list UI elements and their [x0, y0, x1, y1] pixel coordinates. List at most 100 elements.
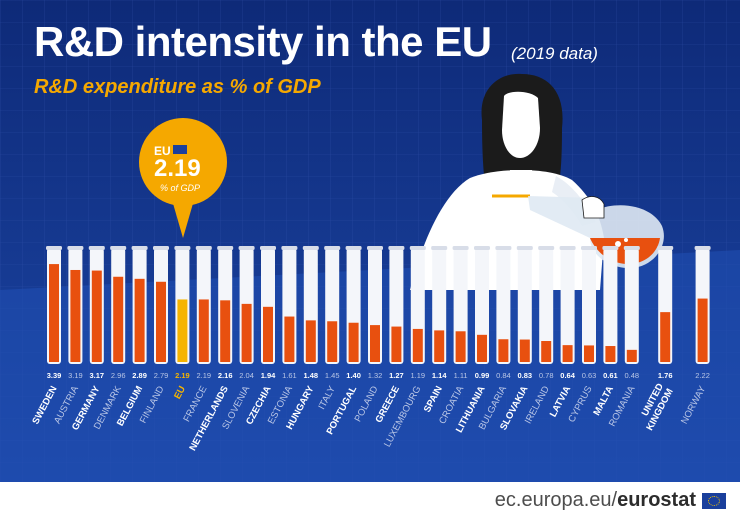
- value-label-spain: 1.14: [432, 371, 447, 380]
- tube-rim: [281, 246, 298, 250]
- tube-rim: [694, 246, 711, 250]
- tube-rim: [110, 246, 127, 250]
- bar-spain: [434, 330, 445, 362]
- value-label-portugal: 1.40: [346, 371, 361, 380]
- eu-callout: EU 2.19 % of GDP: [139, 118, 227, 238]
- tube-rim: [431, 246, 448, 250]
- tube-cyprus: [582, 248, 596, 364]
- value-labels: 3.39 3.19 3.17 2.96 2.89 2.79 2.19 2.19 2.16 2.04…: [47, 371, 710, 380]
- bar-hungary: [305, 320, 316, 362]
- tube-rim: [88, 246, 105, 250]
- tube-malta: [603, 248, 618, 364]
- bar-sweden: [49, 264, 59, 362]
- tube-rim: [388, 246, 405, 250]
- eu-flag-icon: [173, 145, 187, 154]
- tube-rim: [67, 246, 84, 250]
- tube-rim: [538, 246, 555, 250]
- tube-romania: [624, 248, 639, 364]
- title-year-note: (2019 data): [511, 44, 598, 63]
- value-label-sweden: 3.39: [47, 371, 62, 380]
- value-label-cyprus: 0.63: [582, 371, 597, 380]
- value-label-slovakia: 0.83: [517, 371, 532, 380]
- value-label-estonia: 1.61: [282, 371, 297, 380]
- bar-estonia: [284, 316, 295, 362]
- bar-united-kingdom: [660, 312, 671, 362]
- bar-germany: [91, 270, 102, 362]
- tube-rim: [174, 246, 191, 250]
- bar-latvia: [562, 345, 573, 362]
- value-label-italy: 1.45: [325, 371, 340, 380]
- bar-france: [198, 299, 209, 362]
- value-label-slovenia: 2.04: [239, 371, 254, 380]
- bar-finland: [156, 281, 166, 362]
- bar-croatia: [455, 331, 466, 362]
- value-label-lithuania: 0.99: [475, 371, 490, 380]
- bar-greece: [391, 326, 402, 362]
- bar-netherlands: [220, 300, 231, 362]
- value-label-belgium: 2.89: [132, 371, 147, 380]
- source-brand: eurostat: [617, 489, 696, 511]
- value-label-france: 2.19: [196, 371, 211, 380]
- value-label-latvia: 0.64: [560, 371, 575, 380]
- eu-flag-icon: [702, 493, 726, 509]
- value-label-norway: 2.22: [695, 371, 710, 380]
- tube-rim: [345, 246, 362, 250]
- tube-rim: [623, 246, 640, 250]
- tube-rim: [474, 246, 490, 250]
- tube-rim: [131, 246, 148, 250]
- tube-rim: [217, 246, 234, 250]
- tube-rim: [238, 246, 255, 250]
- value-label-netherlands: 2.16: [218, 371, 233, 380]
- tube-rim: [581, 246, 597, 250]
- value-label-czechia: 1.94: [261, 371, 276, 380]
- eu-callout-value: 2.19: [154, 155, 201, 182]
- value-label-romania: 0.48: [624, 371, 639, 380]
- page-title: R&D intensity in the EU: [34, 18, 492, 65]
- bar-luxembourg: [412, 328, 423, 362]
- bar-malta: [605, 346, 616, 362]
- source-url-prefix: ec.europa.eu/: [494, 489, 618, 511]
- eu-callout-unit: % of GDP: [160, 183, 200, 193]
- tube-rim: [602, 246, 619, 250]
- bar-poland: [370, 325, 380, 362]
- bar-austria: [70, 269, 81, 362]
- tube-rim: [302, 246, 319, 250]
- tube-latvia: [560, 248, 575, 364]
- value-label-croatia: 1.11: [454, 371, 468, 380]
- bar-norway: [697, 298, 708, 362]
- eu-callout-label: EU: [154, 144, 171, 158]
- tube-rim: [495, 246, 512, 250]
- tube-rim: [367, 246, 383, 250]
- bar-eu: [177, 299, 188, 362]
- tube-slovakia: [517, 248, 532, 364]
- value-label-united-kingdom: 1.76: [658, 371, 673, 380]
- bar-portugal: [348, 322, 359, 362]
- bar-italy: [327, 321, 338, 362]
- value-label-austria: 3.19: [68, 371, 83, 380]
- tube-rim: [559, 246, 576, 250]
- value-label-denmark: 2.96: [111, 371, 126, 380]
- value-label-ireland: 0.78: [539, 371, 554, 380]
- bar-ireland: [541, 341, 552, 362]
- bar-belgium: [134, 278, 145, 362]
- tube-ireland: [539, 248, 554, 364]
- value-label-poland: 1.32: [368, 371, 383, 380]
- tube-rim: [657, 246, 674, 250]
- tube-rim: [195, 246, 212, 250]
- tube-rim: [452, 246, 469, 250]
- bar-czechia: [263, 306, 273, 362]
- bar-cyprus: [584, 345, 594, 362]
- tube-rim: [46, 246, 62, 250]
- bar-romania: [626, 349, 637, 362]
- tube-bulgaria: [496, 248, 511, 364]
- source-link[interactable]: ec.europa.eu/eurostat: [495, 489, 696, 512]
- tube-rim: [409, 246, 426, 250]
- bar-lithuania: [477, 334, 487, 362]
- chart-subtitle: R&D expenditure as % of GDP: [34, 76, 321, 98]
- bar-chart: [46, 246, 711, 364]
- bar-slovakia: [519, 339, 530, 362]
- bar-slovenia: [241, 303, 252, 362]
- value-label-germany: 3.17: [89, 371, 104, 380]
